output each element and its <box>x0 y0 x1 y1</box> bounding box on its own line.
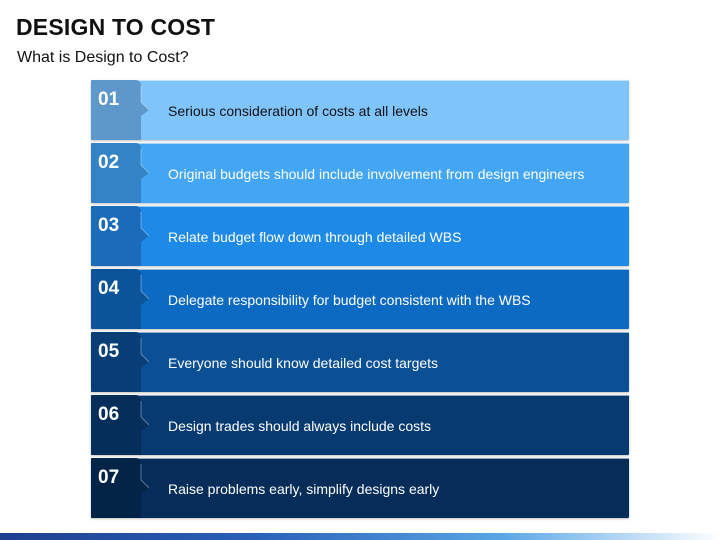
step-number-tab <box>91 332 149 392</box>
step-number: 02 <box>98 152 120 173</box>
step-number: 03 <box>98 215 120 236</box>
step-item-04: 04 Delegate responsibility for budget con… <box>91 269 629 329</box>
step-text: Delegate responsibility for budget consi… <box>168 292 531 308</box>
step-number-tab <box>91 143 149 203</box>
step-number-tab <box>91 206 149 266</box>
step-item-05: 05 Everyone should know detailed cost tar… <box>91 332 629 392</box>
step-tab-shape <box>91 143 149 203</box>
step-item-02: 02 Original budgets should include involv… <box>91 143 629 203</box>
step-text: Original budgets should include involvem… <box>168 166 585 182</box>
step-number-tab <box>91 458 149 518</box>
step-tab-fill <box>91 206 149 266</box>
step-tab-fill <box>91 395 149 455</box>
step-text: Everyone should know detailed cost targe… <box>168 355 439 371</box>
step-tab-highlight <box>140 275 149 300</box>
step-number: 04 <box>98 278 120 299</box>
step-tab-shape <box>91 332 149 392</box>
step-item-07: 07 Raise problems early, simplify designs… <box>91 458 629 518</box>
step-number: 06 <box>98 404 120 425</box>
step-tab-fill <box>91 269 149 329</box>
step-tab-fill <box>91 80 149 140</box>
step-tab-fill <box>91 143 149 203</box>
step-text: Raise problems early, simplify designs e… <box>168 481 440 497</box>
step-number-tab <box>91 395 149 455</box>
slide-title: DESIGN TO COST <box>16 14 216 40</box>
step-text: Serious consideration of costs at all le… <box>168 103 428 119</box>
step-number-tab <box>91 269 149 329</box>
step-tab-fill <box>91 332 149 392</box>
step-item-03: 03 Relate budget flow down through detail… <box>91 206 629 266</box>
step-tab-fill <box>91 458 149 518</box>
step-tab-shape <box>91 206 149 266</box>
step-number: 05 <box>98 341 120 362</box>
step-item-06: 06 Design trades should always include co… <box>91 395 629 455</box>
step-tab-shape <box>91 395 149 455</box>
step-tab-shape <box>91 458 149 518</box>
step-tab-shape <box>91 80 149 140</box>
step-text: Design trades should always include cost… <box>168 418 432 434</box>
step-item-01: 01 Serious consideration of costs at all … <box>91 80 629 140</box>
bottom-accent-bar <box>0 533 720 540</box>
step-tab-highlight <box>140 149 149 174</box>
step-tab-highlight <box>140 212 149 237</box>
step-number: 07 <box>98 467 120 488</box>
step-tab-highlight <box>140 86 149 111</box>
step-number: 01 <box>98 89 120 110</box>
step-tab-highlight <box>140 338 149 363</box>
slide-subtitle: What is Design to Cost? <box>17 49 189 66</box>
step-tab-highlight <box>140 464 149 489</box>
step-text: Relate budget flow down through detailed… <box>168 229 462 245</box>
steps-list: 01 Serious consideration of costs at all … <box>91 80 629 518</box>
step-tab-highlight <box>140 401 149 426</box>
step-tab-shape <box>91 269 149 329</box>
step-number-tab <box>91 80 149 140</box>
